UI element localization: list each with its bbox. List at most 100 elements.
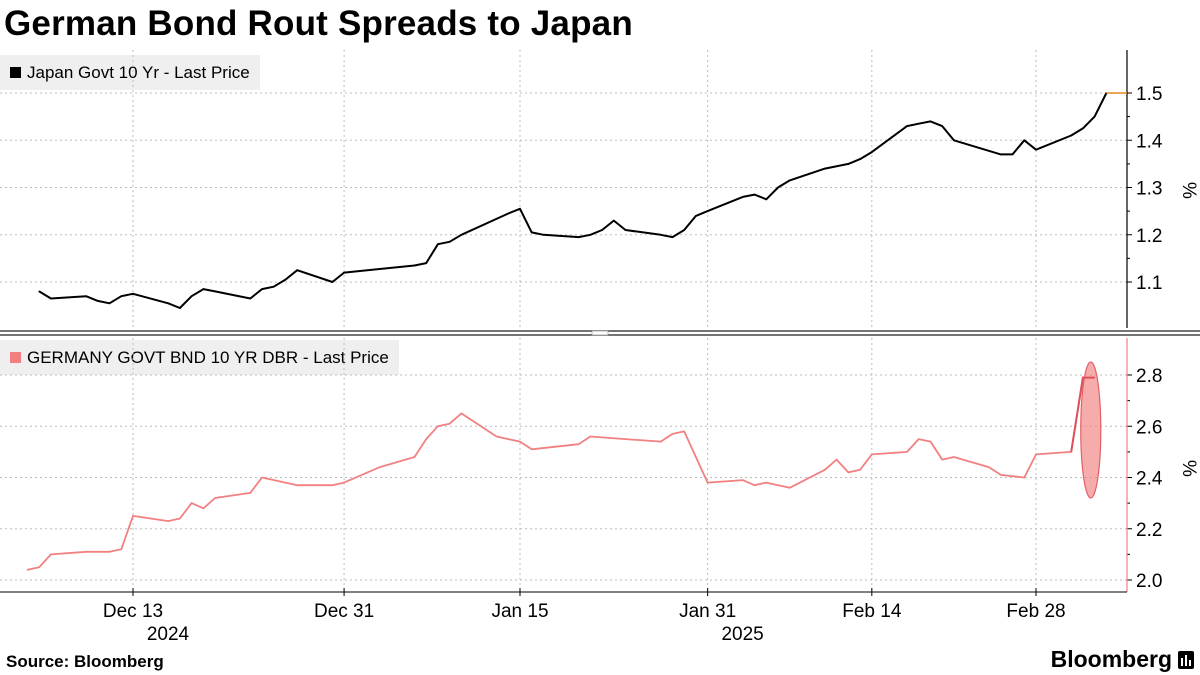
japan-data-point xyxy=(132,293,134,295)
x-tick-label: Dec 31 xyxy=(314,601,374,622)
x-tick-label: Jan 15 xyxy=(491,601,548,622)
japan-data-point xyxy=(917,122,920,125)
germany-data-point xyxy=(941,458,943,461)
germany-data-point xyxy=(366,471,369,474)
germany-ytick-label: 2.4 xyxy=(1136,469,1163,490)
japan-data-point xyxy=(788,179,791,182)
japan-data-point xyxy=(859,158,861,160)
japan-data-point xyxy=(1023,139,1026,142)
japan-data-point xyxy=(695,215,697,217)
source-note: Source: Bloomberg xyxy=(6,652,164,671)
japan-data-point xyxy=(460,234,463,236)
japan-data-point xyxy=(1000,153,1002,156)
japan-legend: Japan Govt 10 Yr - Last Price xyxy=(0,55,260,90)
germany-data-point xyxy=(706,481,709,484)
germany-data-point xyxy=(1035,453,1037,456)
japan-data-point xyxy=(190,295,193,298)
germany-data-point xyxy=(659,440,662,443)
japan-data-point xyxy=(530,231,533,234)
germany-data-point xyxy=(695,456,697,458)
x-tick-label: Feb 28 xyxy=(1006,601,1065,622)
japan-data-point xyxy=(214,290,216,293)
japan-data-point xyxy=(284,278,287,281)
germany-data-point xyxy=(530,448,533,451)
japan-data-point xyxy=(85,295,87,298)
japan-data-point xyxy=(331,281,334,283)
germany-y-unit: % xyxy=(1178,460,1199,477)
japan-data-point xyxy=(120,295,123,298)
germany-data-point xyxy=(589,435,592,438)
germany-data-point xyxy=(249,492,252,494)
japan-data-point xyxy=(343,271,345,274)
japan-data-point xyxy=(296,269,299,272)
japan-data-point xyxy=(753,193,756,196)
germany-highlight-segment xyxy=(1070,376,1095,453)
germany-data-point xyxy=(50,553,52,556)
germany-data-point xyxy=(460,412,463,415)
germany-data-point xyxy=(577,443,580,446)
japan-data-point xyxy=(1093,115,1096,118)
germany-data-point xyxy=(38,566,40,568)
germany-data-point xyxy=(296,484,299,487)
japan-data-point xyxy=(448,241,451,243)
japan-data-point xyxy=(249,297,252,300)
germany-data-point xyxy=(988,466,990,469)
japan-data-point xyxy=(261,288,263,290)
bloomberg-bars-icon xyxy=(1178,650,1194,669)
germany-data-point xyxy=(507,438,510,440)
germany-data-point xyxy=(214,497,216,499)
germany-data-point xyxy=(190,502,193,504)
germany-data-point xyxy=(753,484,756,487)
brand-name: Bloomberg xyxy=(1050,646,1172,672)
germany-data-point xyxy=(413,456,416,458)
japan-data-point xyxy=(272,285,275,288)
japan-data-point xyxy=(167,302,169,305)
japan-data-point xyxy=(953,139,955,142)
germany-ytick-label: 2.0 xyxy=(1136,571,1162,592)
x-tick-year-label: 2024 xyxy=(147,624,190,645)
japan-data-point xyxy=(1082,127,1084,130)
germany-data-point xyxy=(871,453,873,456)
japan-data-point xyxy=(624,229,627,231)
germany-data-point xyxy=(448,422,451,425)
germany-data-point xyxy=(624,438,627,440)
germany-legend: GERMANY GOVT BND 10 YR DBR - Last Price xyxy=(0,340,399,375)
japan-data-point xyxy=(871,151,873,153)
japan-data-point xyxy=(179,307,181,309)
germany-legend-swatch xyxy=(10,352,21,363)
germany-data-point xyxy=(847,471,850,474)
japan-data-point xyxy=(613,219,615,222)
japan-data-point xyxy=(50,297,52,300)
japan-ytick-label: 1.2 xyxy=(1136,226,1162,247)
japan-data-point xyxy=(542,234,545,236)
chart-title: German Bond Rout Spreads to Japan xyxy=(4,4,633,43)
japan-data-point xyxy=(437,243,439,245)
japan-y-unit: % xyxy=(1178,182,1199,199)
germany-data-point xyxy=(167,520,169,522)
germany-data-point xyxy=(343,481,345,484)
japan-data-point xyxy=(507,212,510,215)
japan-data-point xyxy=(1070,134,1072,137)
japan-data-point xyxy=(706,210,709,212)
japan-data-point xyxy=(777,186,779,189)
germany-data-point xyxy=(835,458,838,461)
germany-data-point xyxy=(1023,476,1026,479)
germany-data-point xyxy=(929,440,932,443)
germany-data-point xyxy=(788,487,791,489)
germany-data-point xyxy=(179,517,181,520)
x-tick-year-label: 2025 xyxy=(721,624,763,645)
germany-data-point xyxy=(26,569,29,571)
japan-data-point xyxy=(425,262,428,264)
japan-data-point xyxy=(929,120,932,123)
germany-data-point xyxy=(97,551,99,553)
germany-data-point xyxy=(777,484,779,487)
germany-ytick-label: 2.6 xyxy=(1136,417,1162,438)
japan-data-point xyxy=(847,163,850,165)
germany-data-point xyxy=(108,551,111,553)
japan-series-line xyxy=(38,92,1108,309)
japan-data-point xyxy=(742,196,744,198)
germany-highlight-ellipse xyxy=(1080,361,1102,499)
germany-data-point xyxy=(671,433,674,435)
germany-data-point xyxy=(425,438,428,440)
